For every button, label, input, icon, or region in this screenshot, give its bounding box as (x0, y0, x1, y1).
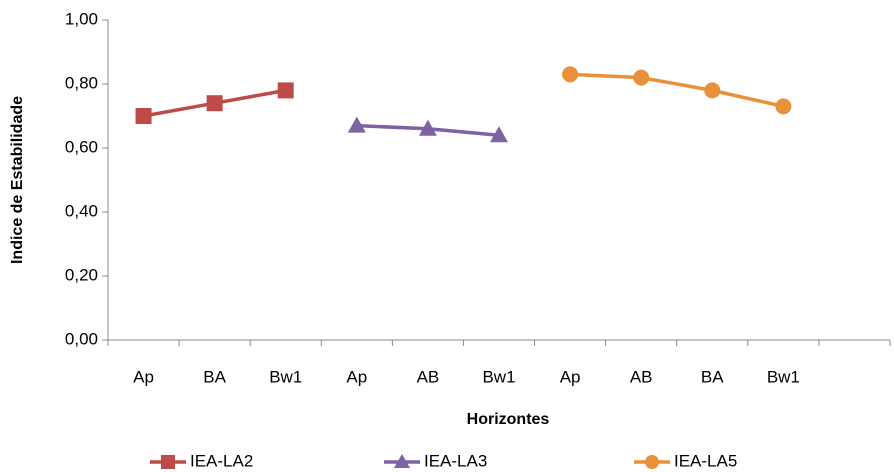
y-tick-label: 1,00 (65, 9, 98, 28)
legend-marker (161, 455, 175, 469)
y-tick-label: 0,00 (65, 329, 98, 348)
x-tick-label: Ap (346, 367, 367, 386)
data-point (775, 98, 792, 115)
x-tick-label: AB (417, 367, 440, 386)
legend-marker (394, 454, 410, 468)
series-line (570, 72, 784, 109)
x-tick-label: Bw1 (482, 367, 515, 386)
y-tick-label: 0,20 (65, 265, 98, 284)
data-point (562, 66, 579, 83)
data-point (418, 119, 437, 136)
x-axis-title: Horizontes (467, 411, 550, 428)
x-tick-label: Bw1 (269, 367, 302, 386)
data-point (135, 108, 152, 124)
y-axis-title: Indice de Estabilidade (9, 96, 26, 264)
data-point (633, 69, 650, 86)
data-point (490, 126, 508, 143)
x-tick-label: Bw1 (767, 367, 800, 386)
y-tick-label: 0,40 (65, 201, 98, 220)
data-point (277, 82, 294, 99)
y-tick-label: 0,60 (65, 137, 98, 156)
x-tick-label: BA (701, 367, 724, 386)
x-tick-label: AB (630, 367, 653, 386)
data-point (347, 116, 366, 133)
legend-label: IEA-LA3 (424, 451, 487, 470)
data-point (704, 82, 721, 99)
legend-marker (645, 455, 659, 469)
legend-label: IEA-LA5 (674, 451, 737, 470)
legend-label: IEA-LA2 (190, 451, 253, 470)
x-tick-label: Ap (560, 367, 581, 386)
data-point (206, 95, 223, 112)
y-tick-label: 0,80 (65, 73, 98, 92)
x-tick-label: BA (203, 367, 226, 386)
x-tick-label: Ap (133, 367, 154, 386)
